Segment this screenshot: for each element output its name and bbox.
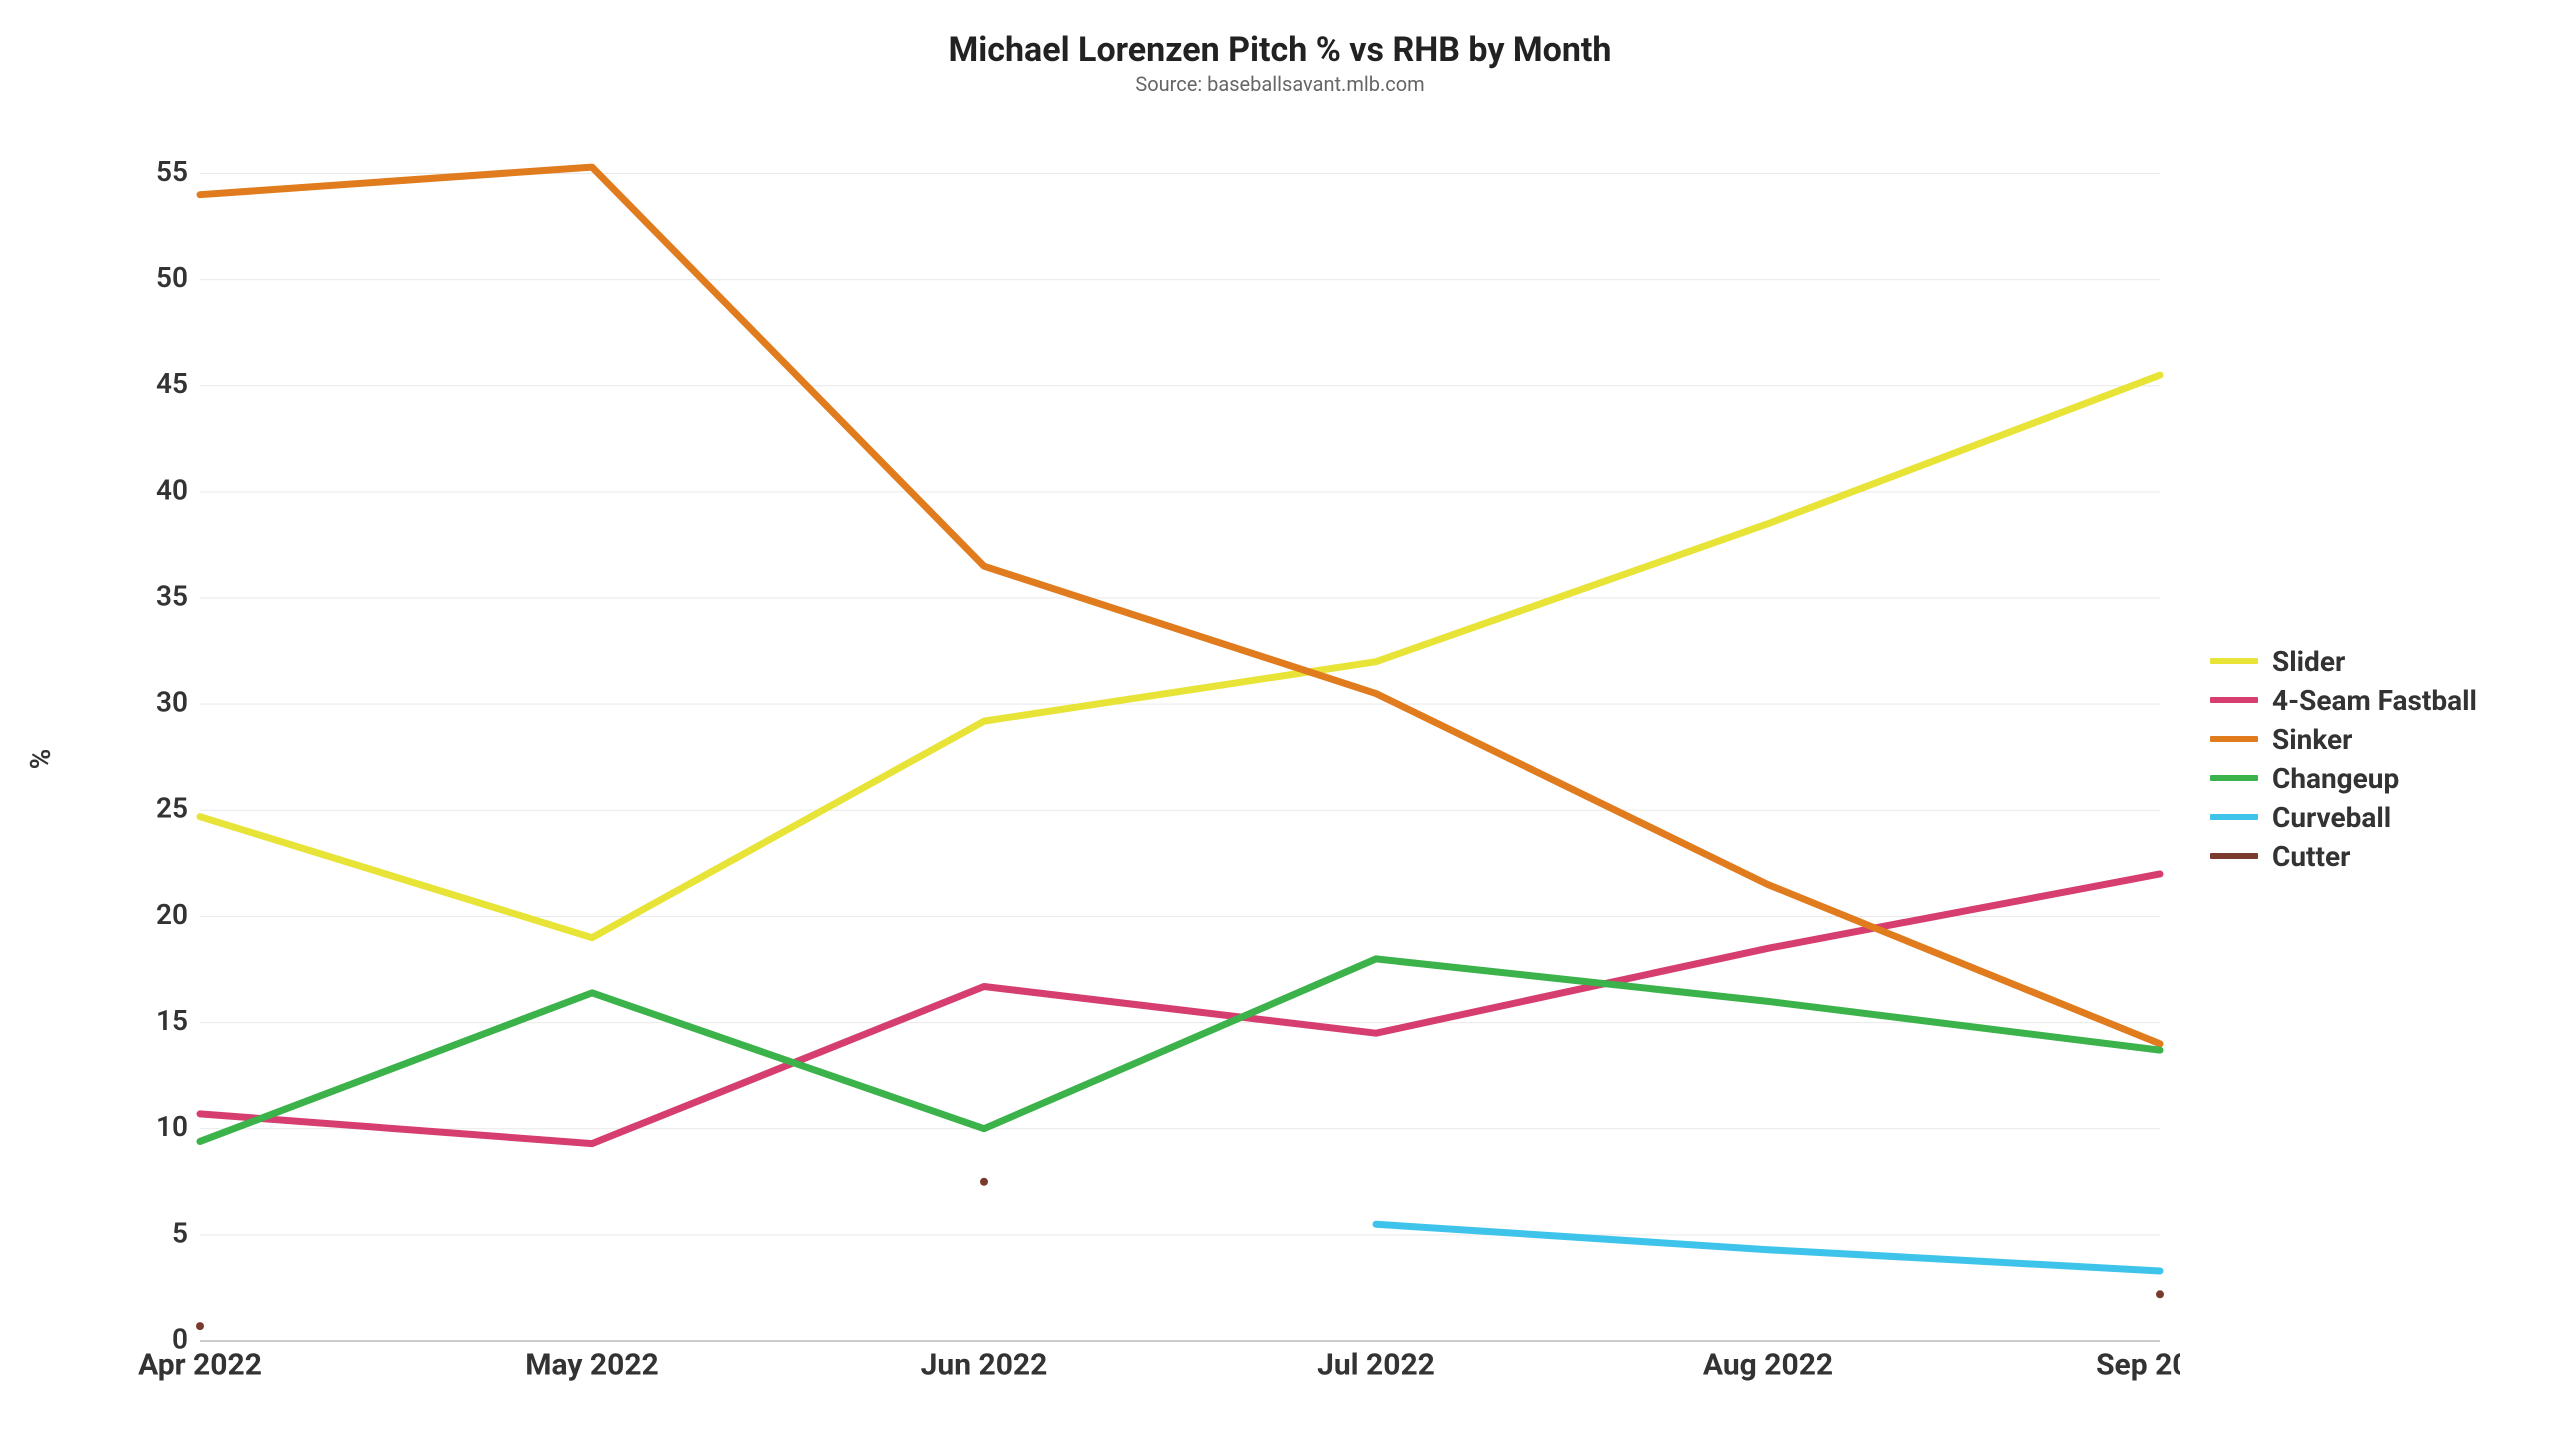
legend-swatch: [2210, 697, 2258, 703]
legend-swatch: [2210, 658, 2258, 664]
legend-label: Changeup: [2272, 762, 2399, 795]
legend-item-cutter[interactable]: Cutter: [2210, 840, 2520, 873]
x-tick-label: Jun 2022: [921, 1348, 1048, 1383]
series-line-changeup: [200, 959, 2160, 1142]
x-tick-label: Jul 2022: [1317, 1348, 1435, 1383]
y-tick-label: 15: [156, 1004, 188, 1037]
y-axis-label: %: [24, 748, 57, 769]
y-tick-label: 30: [156, 686, 188, 719]
y-tick-label: 20: [156, 898, 188, 931]
series-line-4-seam-fastball: [200, 874, 2160, 1144]
legend-label: 4-Seam Fastball: [2272, 684, 2477, 717]
legend-item-sinker[interactable]: Sinker: [2210, 723, 2520, 756]
legend-label: Slider: [2272, 645, 2345, 678]
series-point-cutter: [980, 1178, 988, 1186]
legend-label: Sinker: [2272, 723, 2352, 756]
series-line-curveball: [1376, 1224, 2160, 1271]
series-point-cutter: [2156, 1290, 2164, 1298]
chart-root: Michael Lorenzen Pitch % vs RHB by Month…: [0, 0, 2560, 1440]
y-tick-label: 45: [156, 367, 188, 400]
legend-swatch: [2210, 814, 2258, 820]
series-line-slider: [200, 375, 2160, 938]
legend-item-4-seam-fastball[interactable]: 4-Seam Fastball: [2210, 684, 2520, 717]
y-tick-label: 55: [156, 155, 188, 188]
plot-wrap: % 0510152025303540455055Apr 2022May 2022…: [40, 121, 2520, 1396]
y-tick-label: 25: [156, 792, 188, 825]
legend: Slider 4-Seam Fastball Sinker Changeup Curve…: [2180, 121, 2520, 1396]
chart-title: Michael Lorenzen Pitch % vs RHB by Month: [40, 30, 2520, 70]
x-tick-label: Sep 2022: [2096, 1348, 2180, 1383]
y-tick-label: 50: [156, 261, 188, 294]
legend-swatch: [2210, 775, 2258, 781]
plot-svg: 0510152025303540455055Apr 2022May 2022Ju…: [130, 121, 2180, 1396]
legend-swatch: [2210, 736, 2258, 742]
legend-label: Curveball: [2272, 801, 2391, 834]
legend-item-slider[interactable]: Slider: [2210, 645, 2520, 678]
y-tick-label: 5: [172, 1216, 188, 1249]
chart-subtitle: Source: baseballsavant.mlb.com: [40, 72, 2520, 96]
series-line-sinker: [200, 167, 2160, 1044]
y-tick-label: 10: [156, 1110, 188, 1143]
y-tick-label: 35: [156, 579, 188, 612]
legend-item-curveball[interactable]: Curveball: [2210, 801, 2520, 834]
x-tick-label: May 2022: [525, 1348, 659, 1383]
legend-item-changeup[interactable]: Changeup: [2210, 762, 2520, 795]
x-tick-label: Aug 2022: [1703, 1348, 1833, 1383]
plot-area: 0510152025303540455055Apr 2022May 2022Ju…: [130, 121, 2180, 1396]
y-tick-label: 40: [156, 473, 188, 506]
series-point-cutter: [196, 1322, 204, 1330]
x-tick-label: Apr 2022: [138, 1348, 262, 1383]
legend-swatch: [2210, 853, 2258, 859]
legend-label: Cutter: [2272, 840, 2350, 873]
